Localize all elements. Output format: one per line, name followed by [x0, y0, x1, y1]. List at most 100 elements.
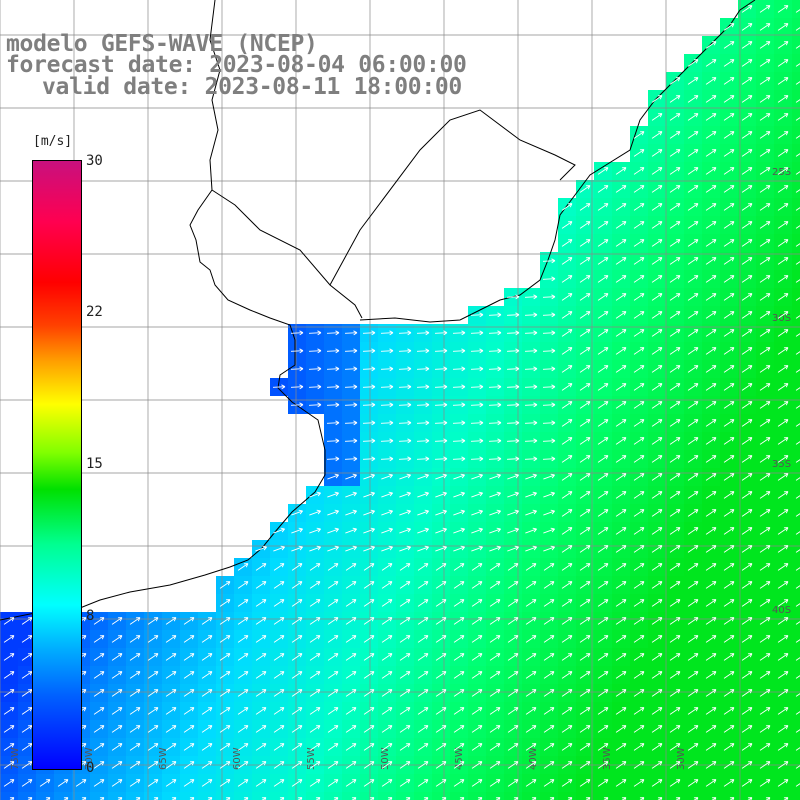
- wind-arrow: [705, 455, 717, 463]
- wind-arrow: [687, 527, 699, 535]
- colorbar: [32, 160, 82, 770]
- wind-arrow: [435, 473, 447, 480]
- wind-arrow: [759, 257, 771, 265]
- wind-arrow: [669, 329, 681, 337]
- wind-arrow: [327, 563, 339, 571]
- wind-arrow: [705, 581, 717, 589]
- wind-arrow: [405, 797, 411, 800]
- wind-cell: [774, 792, 792, 800]
- wind-arrow: [687, 707, 699, 715]
- wind-arrow: [237, 689, 249, 697]
- wind-arrow: [434, 366, 448, 372]
- wind-arrow: [507, 743, 519, 751]
- wind-arrow: [723, 239, 735, 247]
- wind-arrow: [705, 149, 717, 157]
- wind-arrow: [309, 599, 321, 607]
- lat-label: 35S: [772, 459, 791, 470]
- wind-arrow: [21, 653, 33, 661]
- wind-arrow: [549, 797, 555, 800]
- wind-arrow: [219, 599, 231, 607]
- wind-arrow: [543, 707, 555, 715]
- wind-arrow: [795, 63, 800, 67]
- wind-arrow: [147, 689, 159, 697]
- wind-arrow: [759, 95, 771, 103]
- wind-arrow: [579, 419, 591, 427]
- wind-arrow: [506, 456, 520, 462]
- wind-arrow: [237, 671, 249, 679]
- wind-arrow: [9, 797, 15, 800]
- wind-arrow: [327, 491, 339, 498]
- wind-arrow: [777, 239, 789, 247]
- wind-cell: [648, 792, 666, 800]
- wind-arrow: [471, 707, 483, 715]
- wind-arrow: [669, 671, 681, 679]
- wind-arrow: [759, 311, 771, 319]
- wind-arrow: [398, 384, 412, 390]
- wind-arrow: [471, 581, 483, 589]
- wind-arrow: [309, 743, 321, 751]
- wind-arrow: [651, 275, 663, 283]
- wind-arrow: [326, 402, 340, 408]
- wind-cell: [792, 594, 800, 612]
- wind-arrow: [183, 635, 195, 643]
- wind-arrow: [506, 330, 520, 336]
- wind-arrow: [489, 689, 501, 697]
- wind-arrow: [273, 599, 285, 607]
- wind-arrow: [291, 725, 303, 733]
- wind-arrow: [723, 725, 735, 733]
- wind-arrow: [273, 707, 285, 715]
- wind-arrow: [705, 617, 717, 625]
- wind-arrow: [615, 275, 627, 283]
- wind-arrow: [542, 366, 556, 372]
- wind-arrow: [777, 59, 789, 67]
- wind-arrow: [759, 59, 771, 67]
- wind-arrow: [579, 329, 591, 337]
- wind-arrow: [777, 41, 789, 49]
- wind-arrow: [507, 689, 519, 697]
- wind-arrow: [57, 779, 69, 787]
- wind-cell: [126, 792, 144, 800]
- wind-arrow: [687, 653, 699, 661]
- wind-arrow: [723, 365, 735, 373]
- wind-arrow: [687, 221, 699, 229]
- wind-arrow: [417, 563, 429, 571]
- wind-arrow: [741, 167, 753, 175]
- wind-arrow: [795, 513, 800, 517]
- wind-arrow: [759, 635, 771, 643]
- wind-arrow: [416, 384, 430, 390]
- wind-arrow: [21, 761, 33, 769]
- wind-arrow: [795, 585, 800, 589]
- wind-arrow: [255, 689, 267, 697]
- wind-arrow: [129, 779, 141, 787]
- wind-arrow: [579, 347, 591, 355]
- wind-arrow: [561, 563, 573, 571]
- wind-arrow: [453, 761, 465, 769]
- wind-arrow: [183, 617, 195, 625]
- wind-cell: [18, 792, 36, 800]
- wind-arrow: [615, 689, 627, 697]
- wind-arrow: [470, 384, 484, 390]
- wind-arrow: [741, 707, 753, 715]
- wind-arrow: [759, 113, 771, 121]
- wind-arrow: [633, 311, 645, 319]
- wind-arrow: [201, 761, 213, 769]
- wind-arrow: [747, 797, 753, 800]
- wind-arrow: [795, 639, 800, 643]
- wind-arrow: [633, 527, 645, 535]
- wind-arrow: [542, 330, 556, 336]
- wind-arrow: [615, 473, 627, 481]
- wind-arrow: [669, 149, 681, 157]
- wind-arrow: [795, 9, 800, 13]
- wind-arrow: [183, 743, 195, 751]
- lon-label: 55W: [306, 747, 317, 770]
- wind-arrow: [723, 707, 735, 715]
- wind-arrow: [651, 113, 663, 121]
- wind-arrow: [471, 491, 483, 498]
- wind-arrow: [327, 527, 339, 534]
- wind-arrow: [723, 401, 735, 409]
- wind-arrow: [759, 527, 771, 535]
- wind-cell: [792, 360, 800, 378]
- wind-cell: [792, 144, 800, 162]
- wind-arrow: [381, 725, 393, 733]
- wind-arrow: [63, 797, 69, 800]
